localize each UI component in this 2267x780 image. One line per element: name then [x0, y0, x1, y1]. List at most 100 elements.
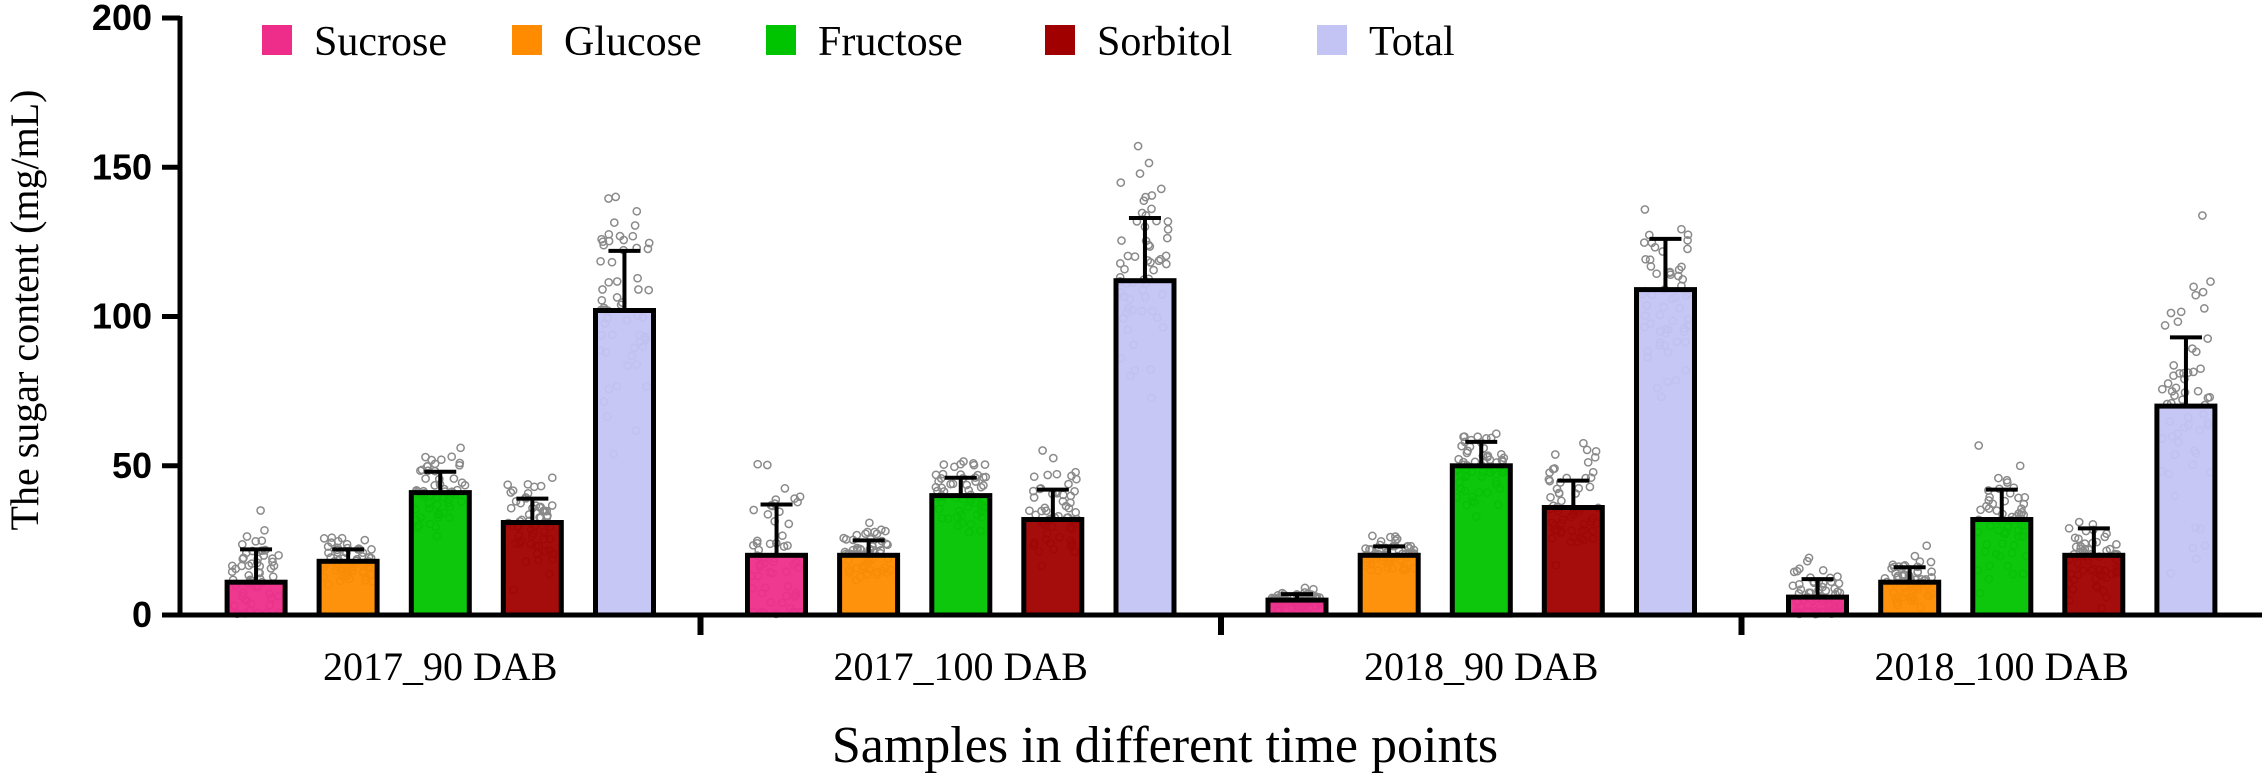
data-point [367, 545, 376, 554]
bar-fructose [408, 490, 472, 618]
data-point [1579, 438, 1588, 448]
legend-swatch [262, 25, 292, 55]
bar-sorbitol [1541, 505, 1605, 618]
legend-label: Sucrose [314, 19, 447, 65]
data-point [511, 496, 521, 506]
data-point [1149, 265, 1158, 275]
error-bar [1281, 592, 1314, 601]
data-point [633, 273, 642, 283]
x-tick-label: 2018_90 DAB [1364, 644, 1598, 689]
data-point [2074, 517, 2084, 527]
data-point [852, 543, 862, 553]
data-point [1071, 508, 1081, 517]
legend-item-fructose: Fructose [766, 19, 963, 65]
data-point [980, 460, 990, 469]
data-point [324, 548, 333, 558]
data-point [612, 293, 622, 302]
data-point [612, 277, 622, 286]
error-bar [1649, 236, 1682, 290]
x-tick-label: 2017_100 DAB [834, 644, 1088, 689]
data-point [1115, 259, 1125, 268]
error-bar [1893, 565, 1926, 583]
data-point [436, 455, 446, 465]
data-point [1037, 506, 1046, 516]
data-point [1992, 506, 2002, 515]
data-point [778, 531, 787, 541]
data-point [1646, 262, 1656, 271]
data-point [1557, 496, 1566, 506]
data-point [2019, 499, 2029, 509]
data-point [1300, 583, 1310, 593]
legend-swatch [766, 25, 796, 55]
data-point [1976, 505, 1985, 515]
data-point [2169, 371, 2178, 381]
data-point [882, 539, 891, 549]
data-point [611, 192, 621, 202]
bar-glucose [316, 558, 380, 618]
data-point [1483, 452, 1492, 462]
bar-glucose [1357, 552, 1421, 618]
data-point [2205, 392, 2215, 402]
data-point [630, 221, 640, 230]
y-tick-label: 200 [92, 0, 152, 38]
bar-sorbitol [500, 520, 564, 618]
data-point [2112, 540, 2121, 549]
data-point [793, 497, 802, 507]
legend-label: Sorbitol [1097, 19, 1232, 65]
data-point [2160, 321, 2170, 330]
x-tick-label: 2018_100 DAB [1875, 644, 2129, 689]
data-point [1064, 479, 1073, 489]
data-point [1070, 486, 1079, 496]
data-point [1117, 236, 1126, 245]
data-point [1072, 474, 1081, 484]
data-point [449, 474, 459, 483]
data-point [1116, 178, 1126, 187]
data-point [2170, 391, 2179, 400]
data-point [959, 457, 968, 466]
data-point [2002, 475, 2012, 485]
bars-layer [224, 215, 2218, 618]
data-point [506, 503, 516, 513]
data-point [257, 536, 267, 546]
data-point [939, 460, 949, 469]
data-point [540, 506, 550, 516]
data-point [1588, 467, 1598, 477]
data-point [1641, 254, 1650, 264]
data-point [360, 535, 370, 545]
data-point [784, 519, 794, 529]
data-point [604, 236, 614, 246]
data-point [1833, 572, 1842, 581]
bar-fructose [1449, 463, 1513, 618]
data-point [783, 541, 792, 550]
data-point [749, 505, 759, 515]
data-point [1130, 252, 1140, 261]
data-point [242, 532, 252, 541]
data-point [597, 295, 607, 305]
y-tick-label: 50 [112, 445, 152, 486]
data-point [1038, 446, 1047, 455]
data-point [762, 460, 772, 470]
data-point [274, 550, 283, 560]
data-point [506, 488, 516, 497]
data-point [2171, 383, 2181, 393]
legend-swatch [512, 25, 542, 55]
data-point [508, 486, 518, 495]
data-point [976, 482, 986, 492]
data-point [1927, 567, 1936, 577]
x-tick-label: 2017_90 DAB [323, 644, 557, 689]
data-point [256, 506, 265, 515]
legend-item-sucrose: Sucrose [262, 19, 447, 65]
data-point [1590, 452, 1600, 462]
bar-total [2154, 403, 2218, 618]
data-point [1309, 584, 1318, 594]
data-point [978, 472, 988, 482]
data-point [1582, 445, 1592, 455]
data-point [266, 564, 276, 573]
error-bar [1373, 544, 1406, 556]
data-point [1144, 158, 1154, 168]
data-point [1147, 204, 1156, 214]
data-point [763, 509, 773, 519]
bar-glucose [1878, 579, 1942, 618]
data-point [455, 460, 464, 470]
data-point [2193, 386, 2203, 396]
